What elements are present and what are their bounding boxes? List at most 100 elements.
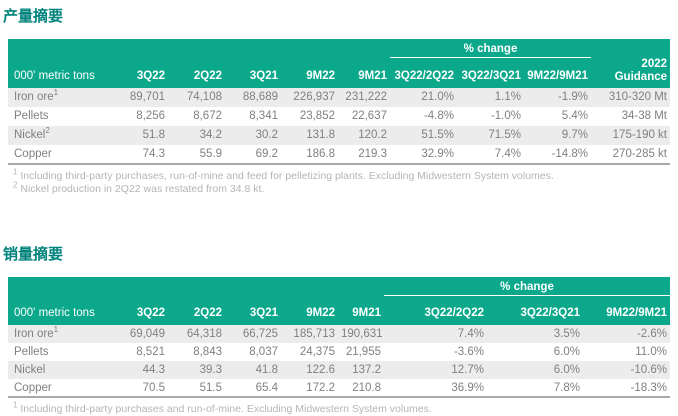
cell-9m21: 210.8 xyxy=(352,381,381,394)
header-spacer xyxy=(8,276,384,295)
cell-9m22: 185,713 xyxy=(293,328,335,340)
col-header-9m22-9m21: 9M22/9M21 xyxy=(524,57,592,88)
cell-pct-qoq: 32.9% xyxy=(421,147,454,160)
cell-3q21: 30.2 xyxy=(255,129,278,141)
cell-9m21: 21,955 xyxy=(345,346,381,358)
sales-section-title: 销量摘要 xyxy=(3,245,64,263)
cell-pct-yoy: 71.5% xyxy=(488,129,521,141)
cell-pct-qoq: 21.0% xyxy=(421,91,454,103)
cell-pct-9m: -14.8% xyxy=(551,147,589,160)
cell-9m21: 190,631 xyxy=(341,328,383,340)
production-footnotes: 1 Including third-party purchases, run-o… xyxy=(13,167,678,196)
footnote-ref: 1 xyxy=(53,325,59,335)
cell-pct-qoq: 36.9% xyxy=(451,381,484,394)
cell-2q22: 55.9 xyxy=(199,147,222,160)
col-header-2q22: 2Q22 xyxy=(168,57,225,88)
cell-2q22: 8,843 xyxy=(193,346,222,358)
cell-9m21: 120.2 xyxy=(358,129,387,141)
cell-pct-qoq: -4.8% xyxy=(423,110,454,122)
sales-footnotes: 1 Including third-party purchases and ru… xyxy=(13,400,678,416)
col-header-3q22: 3Q22 xyxy=(112,295,168,325)
table-row-iron-ore: Iron ore1 89,701 74,108 88,689 226,937 2… xyxy=(8,87,671,107)
footnote-ref: 2 xyxy=(45,126,50,136)
table-row-copper: Copper 74.3 55.9 69.2 186.8 219.3 32.9% … xyxy=(8,144,671,164)
col-header-9m22: 9M22 xyxy=(281,295,338,325)
col-header-3q21: 3Q21 xyxy=(225,57,281,88)
cell-guidance: 310-320 Mt xyxy=(608,91,668,103)
cell-3q22: 69,049 xyxy=(129,328,165,340)
cell-9m22: 23,852 xyxy=(299,110,335,122)
cell-3q21: 66,725 xyxy=(242,328,278,340)
pct-change-group-header: % change xyxy=(384,276,671,296)
cell-guidance: 175-190 kt xyxy=(612,129,668,141)
cell-pct-9m: -1.9% xyxy=(557,91,589,103)
cell-pct-qoq: 7.4% xyxy=(457,328,484,340)
cell-3q22: 51.8 xyxy=(142,129,165,141)
cell-pct-9m: 11.0% xyxy=(635,346,668,358)
cell-2q22: 74,108 xyxy=(186,91,222,103)
footnote-ref: 1 xyxy=(53,88,59,98)
col-header-9m21: 9M21 xyxy=(338,295,384,325)
cell-pct-yoy: 3.5% xyxy=(553,328,580,340)
cell-3q21: 65.4 xyxy=(255,381,278,394)
col-header-3q22: 3Q22 xyxy=(112,57,168,88)
cell-pct-9m: 9.7% xyxy=(561,129,589,141)
production-section-title: 产量摘要 xyxy=(3,8,64,25)
cell-pct-qoq: -3.6% xyxy=(453,346,484,358)
table-row-copper: Copper 70.5 51.5 65.4 172.2 210.8 36.9% … xyxy=(8,379,671,397)
header-spacer xyxy=(8,39,390,58)
cell-pct-9m: -2.6% xyxy=(636,328,668,340)
cell-pct-yoy: 6.0% xyxy=(553,364,580,376)
cell-3q22: 74.3 xyxy=(142,147,165,160)
cell-2q22: 34.2 xyxy=(199,129,222,141)
cell-2q22: 51.5 xyxy=(199,381,222,394)
cell-9m22: 172.2 xyxy=(306,381,335,394)
col-header-3q21: 3Q21 xyxy=(225,295,281,325)
cell-9m21: 137.2 xyxy=(352,364,381,376)
cell-3q21: 8,341 xyxy=(249,110,278,122)
cell-3q21: 69.2 xyxy=(255,147,278,160)
cell-3q22: 70.5 xyxy=(142,381,165,394)
unit-column-header: 000' metric tons xyxy=(8,295,112,325)
cell-3q21: 8,037 xyxy=(249,346,278,358)
footnote-2: 2 Nickel production in 2Q22 was restated… xyxy=(13,180,265,195)
cell-pct-qoq: 12.7% xyxy=(451,364,484,376)
cell-pct-yoy: 7.4% xyxy=(494,147,521,160)
cell-3q22: 8,256 xyxy=(136,110,165,122)
unit-column-header: 000' metric tons xyxy=(8,57,112,88)
col-header-3q22-2q22: 3Q22/2Q22 xyxy=(390,57,457,88)
cell-pct-9m: -18.3% xyxy=(630,381,668,394)
cell-pct-9m: 5.4% xyxy=(561,110,589,122)
cell-pct-9m: -10.6% xyxy=(630,364,668,376)
footnote-marker: 2 xyxy=(13,180,18,189)
col-header-2q22: 2Q22 xyxy=(168,295,225,325)
cell-9m21: 219.3 xyxy=(358,147,387,160)
footnote-marker: 1 xyxy=(13,167,18,176)
cell-2q22: 39.3 xyxy=(199,364,222,376)
row-label: Pellets xyxy=(14,346,49,358)
col-header-9m22: 9M22 xyxy=(281,57,338,88)
footnote-1: 1 Including third-party purchases and ru… xyxy=(13,400,432,415)
cell-pct-yoy: 7.8% xyxy=(553,381,580,394)
table-row-pellets: Pellets 8,256 8,672 8,341 23,852 22,637 … xyxy=(8,106,671,126)
guidance-column-header-text: 2022 Guidance xyxy=(614,57,668,83)
row-label: Nickel2 xyxy=(14,126,50,141)
cell-2q22: 8,672 xyxy=(193,110,222,122)
row-label: Pellets xyxy=(14,110,49,122)
cell-3q22: 44.3 xyxy=(142,364,165,376)
cell-9m22: 122.6 xyxy=(306,364,335,376)
sales-table: % change 000' metric tons 3Q22 2Q22 3Q21… xyxy=(8,276,671,398)
cell-guidance: 270-285 kt xyxy=(612,147,668,160)
cell-pct-yoy: -1.0% xyxy=(490,110,521,122)
col-header-9m22-9m21: 9M22/9M21 xyxy=(583,295,671,325)
cell-9m22: 24,375 xyxy=(299,346,335,358)
col-header-3q22-3q21: 3Q22/3Q21 xyxy=(457,57,524,88)
col-header-3q22-2q22: 3Q22/2Q22 xyxy=(384,295,487,325)
cell-3q21: 41.8 xyxy=(255,364,278,376)
cell-pct-qoq: 51.5% xyxy=(421,129,454,141)
sales-table-header: % change 000' metric tons 3Q22 2Q22 3Q21… xyxy=(8,276,671,325)
cell-9m21: 231,222 xyxy=(345,91,387,103)
cell-9m22: 131.8 xyxy=(306,129,335,141)
col-header-3q22-3q21: 3Q22/3Q21 xyxy=(487,295,583,325)
cell-pct-yoy: 6.0% xyxy=(553,346,580,358)
